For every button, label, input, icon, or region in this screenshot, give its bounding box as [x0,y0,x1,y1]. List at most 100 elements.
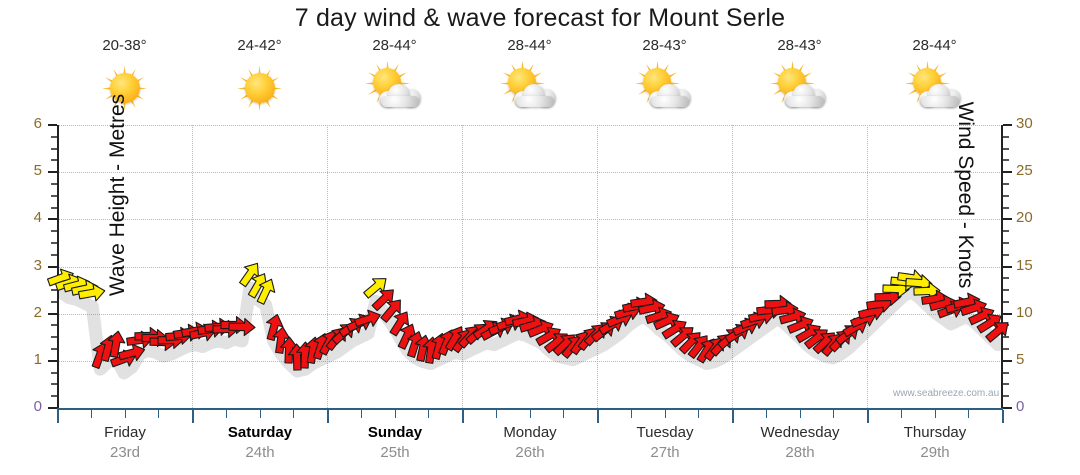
day-header-tuesday: 28-43° [598,36,732,126]
right-tick-label: 10 [1016,303,1033,321]
x-axis-tick [293,410,295,418]
sun-cloud-icon [770,60,830,116]
axis-tick [1003,135,1009,138]
axis-tick [1003,218,1012,221]
gridline-horizontal [57,172,1002,174]
day-header-wednesday: 28-43° [733,36,867,126]
day-date: 26th [515,444,545,461]
left-tick-label: 6 [33,115,42,132]
axis-tick [1003,265,1012,268]
axis-tick [1003,359,1012,362]
x-axis-tick [698,410,700,418]
axis-tick [1003,312,1012,315]
axis-tick [1003,348,1009,351]
right-tick-label: 20 [1016,209,1033,227]
axis-tick [1003,383,1009,386]
cloud-shape [378,84,421,107]
gridline-horizontal [57,360,1002,362]
x-axis-tick [664,410,666,418]
day-label-friday: Friday 23rd [58,424,193,461]
axis-tick [48,407,57,409]
day-header-thursday: 28-44° [868,36,1002,126]
axis-tick [1003,253,1009,256]
left-tick-label: 4 [33,209,42,227]
sun-disc [244,73,275,103]
right-tick-label: 30 [1016,115,1033,132]
x-axis-tick [394,410,396,418]
axis-tick [1003,407,1012,409]
right-axis-line [1001,125,1003,408]
axis-tick [1003,230,1009,233]
axis-tick [1003,124,1012,126]
sun-cloud-icon [365,60,425,116]
x-axis-tick [968,410,970,418]
x-axis-tick [225,410,227,418]
x-axis-tick [900,410,902,418]
axis-tick [51,300,57,303]
axis-tick [1003,300,1009,303]
day-date: 24th [245,444,275,461]
axis-tick [48,218,57,221]
axis-tick [51,348,57,351]
axis-tick [51,182,57,185]
axis-tick [48,124,57,126]
sun-rays [230,60,290,116]
x-axis-tick [597,410,599,423]
x-axis-tick [799,410,801,418]
gridline-day-divider [192,125,193,408]
x-axis-tick [360,410,362,418]
x-axis-tick [495,410,497,418]
temperature-range: 28-43° [777,37,822,54]
axis-tick [51,135,57,138]
cloud-shape [918,84,961,107]
gridline-day-divider [462,125,463,408]
temperature-range: 28-44° [507,37,552,54]
x-axis-tick [529,410,531,418]
right-tick-label: 15 [1016,256,1033,274]
axis-tick [1003,371,1009,374]
gridline-horizontal [57,266,1002,268]
sun-cloud-icon [905,60,965,116]
axis-tick [1003,336,1009,339]
day-label-saturday: Saturday 24th [193,424,328,461]
day-name: Sunday [367,424,423,441]
day-date: 25th [380,444,410,461]
axis-tick [51,336,57,339]
x-axis-tick [1002,410,1004,423]
left-tick-label: 0 [33,398,42,415]
right-tick-label: 25 [1016,162,1033,180]
day-date: 27th [650,444,680,461]
axis-tick [51,371,57,374]
axis-tick [51,206,57,209]
x-axis-tick [833,410,835,418]
sun-disc [109,73,140,103]
temperature-range: 28-44° [372,37,417,54]
day-name: Wednesday [760,424,840,441]
temperature-range: 28-44° [912,37,957,54]
right-axis-label: Wind Speed - Knots [954,101,977,289]
day-name: Saturday [227,424,293,441]
day-label-sunday: Sunday 25th [328,424,463,461]
x-axis-tick [259,410,261,418]
axis-tick [48,171,57,174]
axis-tick [48,265,57,268]
sun-icon [95,60,155,116]
watermark: www.seabreeze.com.au [893,388,1000,399]
temperature-range: 24-42° [237,37,282,54]
left-axis-line [57,125,59,408]
axis-tick [51,395,57,398]
day-header-sunday: 28-44° [328,36,462,126]
gridline-horizontal [57,125,1002,126]
axis-tick [1003,277,1009,280]
axis-tick [1003,171,1012,174]
left-tick-label: 1 [33,350,42,368]
day-name: Thursday [903,424,967,441]
left-tick-label: 5 [33,162,42,180]
axis-tick [1003,147,1009,150]
x-axis-tick [124,410,126,418]
x-axis-tick [934,410,936,418]
sun-icon [230,60,290,116]
axis-tick [51,230,57,233]
axis-tick [51,253,57,256]
